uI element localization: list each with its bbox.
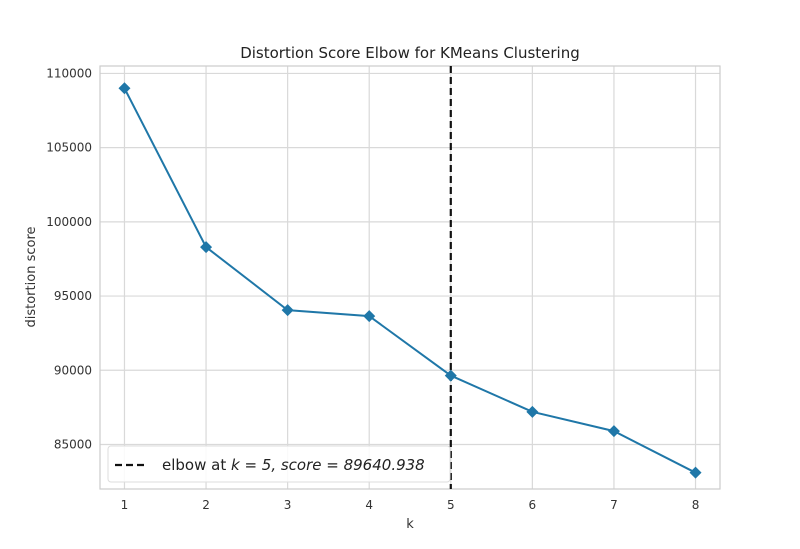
y-tick-label: 95000 xyxy=(54,289,92,303)
y-axis-ticks: 85000 90000 95000 100000 105000 110000 xyxy=(46,66,92,451)
x-tick-label: 2 xyxy=(202,498,210,512)
x-tick-label: 4 xyxy=(365,498,373,512)
data-points xyxy=(118,82,702,479)
x-tick-label: 1 xyxy=(121,498,129,512)
x-axis-ticks: 1 2 3 4 5 6 7 8 xyxy=(121,498,700,512)
x-tick-label: 6 xyxy=(529,498,537,512)
x-tick-label: 7 xyxy=(610,498,618,512)
data-point xyxy=(281,304,294,317)
data-point xyxy=(444,369,457,382)
y-tick-label: 90000 xyxy=(54,363,92,377)
legend-k: k = 5, xyxy=(231,456,281,474)
y-tick-label: 105000 xyxy=(46,141,92,155)
legend-score: score = 89640.938 xyxy=(281,456,425,474)
data-point xyxy=(607,425,620,438)
data-point xyxy=(689,466,702,479)
data-point xyxy=(118,82,131,95)
legend: elbow at k = 5, score = 89640.938 xyxy=(107,445,451,483)
data-point xyxy=(363,310,376,323)
grid xyxy=(100,66,720,489)
data-point xyxy=(200,241,213,254)
series-line xyxy=(123,87,696,474)
x-axis-label: k xyxy=(406,517,414,532)
y-tick-label: 110000 xyxy=(46,66,92,80)
chart-title: Distortion Score Elbow for KMeans Cluste… xyxy=(240,44,580,62)
x-tick-label: 5 xyxy=(447,498,455,512)
y-axis-label: distortion score xyxy=(24,227,39,328)
y-tick-label: 100000 xyxy=(46,215,92,229)
x-tick-label: 8 xyxy=(692,498,700,512)
plot-frame xyxy=(99,65,721,490)
legend-label: elbow at k = 5, score = 89640.938 xyxy=(162,456,425,474)
data-point xyxy=(526,405,539,418)
legend-box xyxy=(107,445,451,483)
y-tick-label: 85000 xyxy=(54,437,92,451)
legend-prefix: elbow at xyxy=(162,456,231,474)
x-tick-label: 3 xyxy=(284,498,292,512)
